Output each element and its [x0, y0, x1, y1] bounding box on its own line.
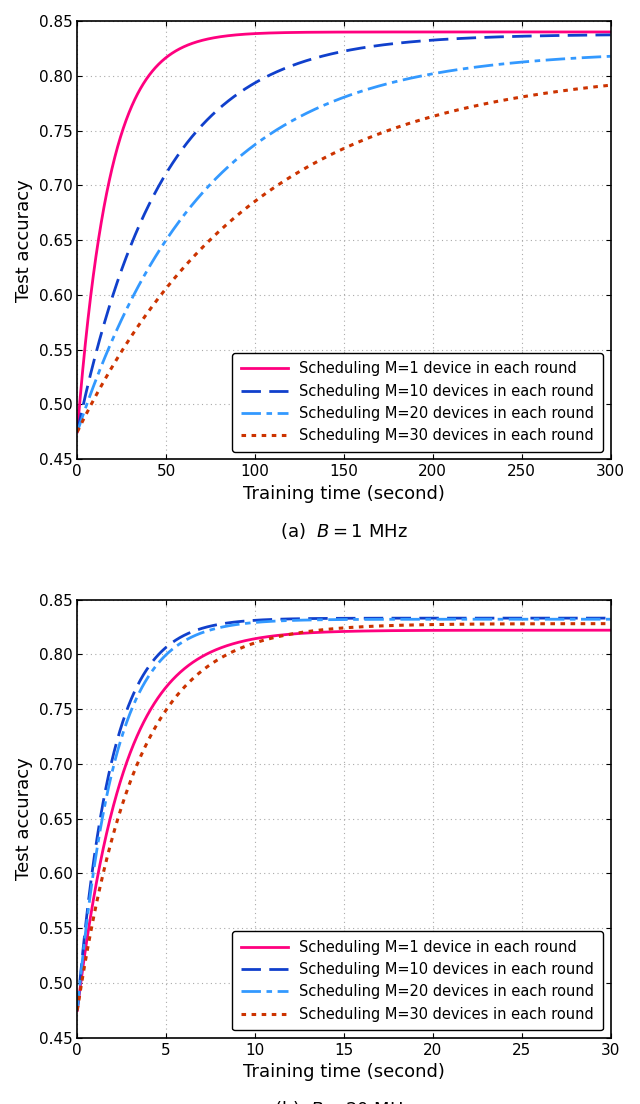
Scheduling M=30 devices in each round	[301, 162, 308, 176]
Scheduling M=20 devices in each round	[166, 229, 173, 242]
Scheduling M=10 devices in each round	[74, 425, 81, 438]
Scheduling M=30 devices in each round	[607, 617, 614, 630]
Scheduling M=1 device in each round	[539, 624, 547, 637]
Scheduling M=1 device in each round	[539, 25, 547, 39]
Scheduling M=30 devices in each round	[74, 1004, 81, 1017]
Scheduling M=20 devices in each round	[539, 54, 547, 67]
Line: Scheduling M=30 devices in each round: Scheduling M=30 devices in each round	[77, 624, 611, 1010]
Line: Scheduling M=1 device in each round: Scheduling M=1 device in each round	[77, 32, 611, 432]
Scheduling M=1 device in each round	[278, 26, 285, 40]
Scheduling M=20 devices in each round	[166, 645, 173, 658]
Legend: Scheduling M=1 device in each round, Scheduling M=10 devices in each round, Sche: Scheduling M=1 device in each round, Sch…	[232, 352, 604, 452]
Scheduling M=1 device in each round	[596, 25, 604, 39]
Scheduling M=20 devices in each round	[596, 613, 604, 626]
Scheduling M=10 devices in each round	[74, 1004, 81, 1017]
Scheduling M=30 devices in each round	[539, 617, 547, 630]
Scheduling M=10 devices in each round	[301, 54, 308, 67]
Text: (b)  $B = 20$ MHz: (b) $B = 20$ MHz	[274, 1100, 413, 1104]
Scheduling M=30 devices in each round	[278, 629, 285, 643]
Scheduling M=10 devices in each round	[134, 222, 142, 235]
Scheduling M=10 devices in each round	[301, 612, 308, 625]
Scheduling M=1 device in each round	[596, 624, 604, 637]
Scheduling M=30 devices in each round	[74, 425, 81, 438]
Scheduling M=20 devices in each round	[134, 688, 142, 701]
Scheduling M=30 devices in each round	[596, 617, 604, 630]
Scheduling M=30 devices in each round	[539, 87, 547, 100]
Line: Scheduling M=20 devices in each round: Scheduling M=20 devices in each round	[77, 619, 611, 1010]
Scheduling M=30 devices in each round	[134, 319, 142, 332]
Scheduling M=1 device in each round	[134, 86, 142, 99]
Scheduling M=30 devices in each round	[607, 78, 614, 92]
Scheduling M=20 devices in each round	[301, 614, 308, 627]
Line: Scheduling M=30 devices in each round: Scheduling M=30 devices in each round	[77, 85, 611, 432]
Scheduling M=30 devices in each round	[596, 79, 604, 93]
Scheduling M=10 devices in each round	[607, 612, 614, 625]
X-axis label: Training time (second): Training time (second)	[243, 1063, 445, 1081]
Scheduling M=1 device in each round	[166, 49, 173, 62]
Scheduling M=20 devices in each round	[74, 425, 81, 438]
Scheduling M=1 device in each round	[301, 25, 308, 39]
Scheduling M=20 devices in each round	[539, 613, 547, 626]
X-axis label: Training time (second): Training time (second)	[243, 485, 445, 502]
Scheduling M=20 devices in each round	[134, 280, 142, 294]
Scheduling M=1 device in each round	[166, 677, 173, 690]
Scheduling M=1 device in each round	[607, 25, 614, 39]
Scheduling M=1 device in each round	[607, 624, 614, 637]
Scheduling M=1 device in each round	[134, 728, 142, 741]
Scheduling M=1 device in each round	[278, 628, 285, 641]
Scheduling M=10 devices in each round	[596, 29, 604, 42]
Scheduling M=20 devices in each round	[596, 50, 604, 63]
Scheduling M=10 devices in each round	[166, 638, 173, 651]
Y-axis label: Test accuracy: Test accuracy	[15, 179, 33, 301]
Scheduling M=20 devices in each round	[278, 120, 285, 134]
Scheduling M=10 devices in each round	[596, 612, 604, 625]
Scheduling M=30 devices in each round	[278, 176, 285, 189]
Scheduling M=10 devices in each round	[607, 29, 614, 42]
Line: Scheduling M=20 devices in each round: Scheduling M=20 devices in each round	[77, 56, 611, 432]
Y-axis label: Test accuracy: Test accuracy	[15, 757, 33, 880]
Scheduling M=20 devices in each round	[74, 1004, 81, 1017]
Scheduling M=10 devices in each round	[166, 161, 173, 174]
Line: Scheduling M=1 device in each round: Scheduling M=1 device in each round	[77, 630, 611, 1010]
Scheduling M=10 devices in each round	[278, 63, 285, 76]
Scheduling M=30 devices in each round	[134, 755, 142, 768]
Line: Scheduling M=10 devices in each round: Scheduling M=10 devices in each round	[77, 618, 611, 1010]
Scheduling M=1 device in each round	[301, 626, 308, 639]
Text: (a)  $B = 1$ MHz: (a) $B = 1$ MHz	[280, 521, 408, 541]
Scheduling M=10 devices in each round	[539, 612, 547, 625]
Scheduling M=30 devices in each round	[166, 698, 173, 711]
Line: Scheduling M=10 devices in each round: Scheduling M=10 devices in each round	[77, 35, 611, 432]
Scheduling M=20 devices in each round	[607, 50, 614, 63]
Scheduling M=1 device in each round	[74, 425, 81, 438]
Scheduling M=20 devices in each round	[301, 107, 308, 120]
Scheduling M=30 devices in each round	[166, 277, 173, 290]
Scheduling M=30 devices in each round	[301, 625, 308, 638]
Scheduling M=1 device in each round	[74, 1004, 81, 1017]
Scheduling M=20 devices in each round	[607, 613, 614, 626]
Scheduling M=10 devices in each round	[539, 29, 547, 42]
Legend: Scheduling M=1 device in each round, Scheduling M=10 devices in each round, Sche: Scheduling M=1 device in each round, Sch…	[232, 931, 604, 1030]
Scheduling M=20 devices in each round	[278, 614, 285, 627]
Scheduling M=10 devices in each round	[134, 678, 142, 691]
Scheduling M=10 devices in each round	[278, 613, 285, 626]
